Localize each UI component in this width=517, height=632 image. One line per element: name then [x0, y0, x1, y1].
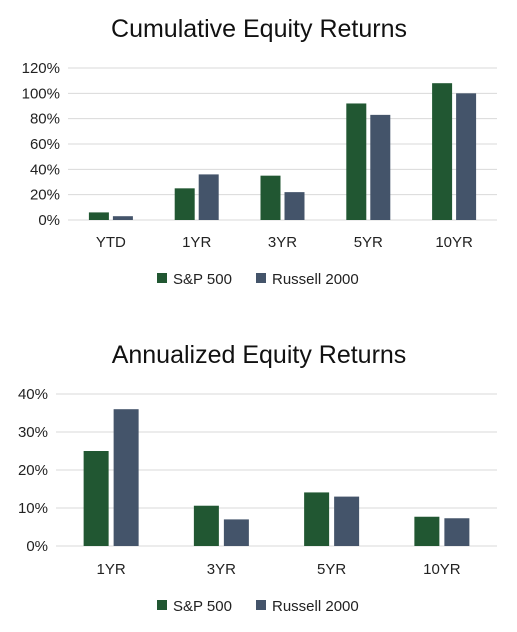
y-tick-label: 60%	[30, 136, 60, 153]
y-tick-label: 120%	[22, 60, 60, 77]
bar-russell2000-ytd	[112, 216, 133, 220]
legend-label: Russell 2000	[272, 271, 359, 288]
bar-russell2000-1yr	[113, 409, 139, 546]
bar-sp500-1yr	[83, 451, 109, 546]
legend-swatch	[256, 273, 266, 283]
chart-title: Annualized Equity Returns	[112, 341, 407, 369]
legend: S&P 500 Russell 2000	[157, 598, 359, 615]
y-tick-label: 10%	[18, 500, 48, 517]
x-tick-label: 1YR	[97, 561, 126, 578]
legend-swatch	[157, 273, 167, 283]
bar-sp500-5yr	[304, 492, 330, 546]
bar-sp500-5yr	[346, 103, 367, 220]
y-tick-label: 0%	[38, 212, 60, 229]
bar-russell2000-3yr	[223, 519, 249, 546]
legend-label: S&P 500	[173, 271, 232, 288]
y-tick-label: 0%	[26, 538, 48, 555]
x-tick-label: YTD	[96, 234, 126, 251]
bar-russell2000-10yr	[444, 518, 470, 546]
y-tick-label: 80%	[30, 111, 60, 128]
legend-swatch	[256, 600, 266, 610]
x-axis: YTD 1YR 3YR 5YR 10YR	[96, 234, 473, 251]
bars	[83, 409, 470, 546]
bar-russell2000-5yr	[334, 496, 360, 546]
bar-russell2000-3yr	[284, 192, 305, 220]
bar-sp500-1yr	[174, 188, 195, 220]
x-axis: 1YR 3YR 5YR 10YR	[97, 561, 461, 578]
bar-sp500-ytd	[88, 212, 109, 220]
legend-label: S&P 500	[173, 598, 232, 615]
bar-sp500-3yr	[193, 505, 219, 546]
grid-lines	[68, 67, 497, 221]
x-tick-label: 3YR	[207, 561, 236, 578]
x-tick-label: 3YR	[268, 234, 297, 251]
bar-russell2000-5yr	[370, 114, 391, 220]
x-tick-label: 1YR	[182, 234, 211, 251]
x-tick-label: 5YR	[317, 561, 346, 578]
y-tick-label: 20%	[30, 187, 60, 204]
y-tick-label: 30%	[18, 424, 48, 441]
bar-russell2000-10yr	[456, 93, 477, 220]
bar-russell2000-1yr	[198, 174, 219, 220]
legend: S&P 500 Russell 2000	[157, 271, 359, 288]
y-axis: 0% 20% 40% 60% 80% 100% 120%	[22, 60, 60, 229]
x-tick-label: 10YR	[423, 561, 461, 578]
legend-label: Russell 2000	[272, 598, 359, 615]
chart-annualized: Annualized Equity Returns 0% 10% 20% 30%…	[18, 341, 497, 615]
y-tick-label: 40%	[30, 161, 60, 178]
x-tick-label: 10YR	[435, 234, 473, 251]
chart-title: Cumulative Equity Returns	[111, 15, 407, 43]
legend-swatch	[157, 600, 167, 610]
bar-sp500-3yr	[260, 175, 281, 220]
x-tick-label: 5YR	[354, 234, 383, 251]
bar-sp500-10yr	[414, 516, 440, 546]
bar-sp500-10yr	[432, 83, 453, 220]
y-tick-label: 40%	[18, 386, 48, 403]
bars	[88, 83, 477, 220]
chart-cumulative: Cumulative Equity Returns 0% 20% 40% 60%…	[22, 15, 497, 288]
y-axis: 0% 10% 20% 30% 40%	[18, 386, 48, 555]
y-tick-label: 20%	[18, 462, 48, 479]
y-tick-label: 100%	[22, 85, 60, 102]
